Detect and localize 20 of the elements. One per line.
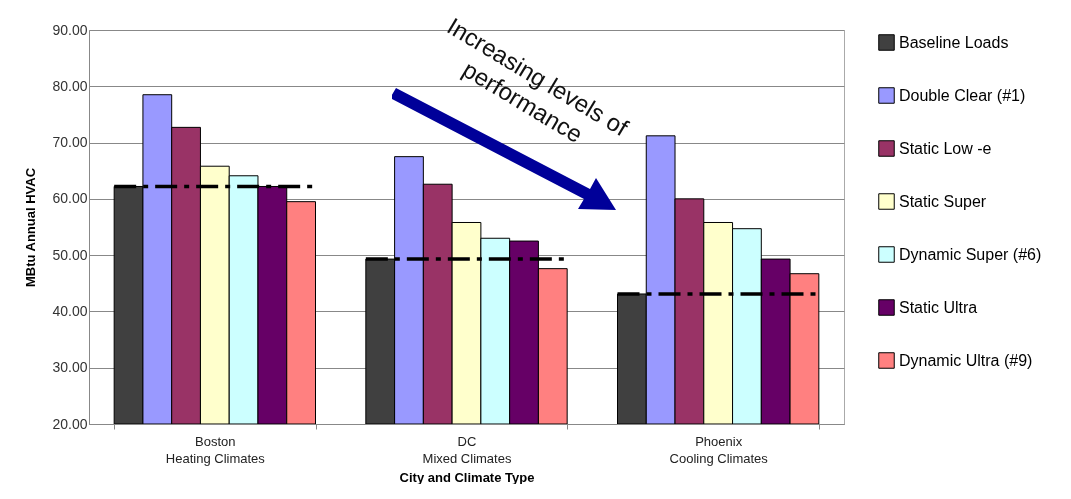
- y-tick-label: 50.00: [52, 246, 88, 263]
- y-tick-label: 90.00: [52, 21, 88, 38]
- legend-label: Dynamic Ultra (#9): [899, 351, 1033, 369]
- legend-label: Dynamic Super (#6): [899, 245, 1042, 263]
- x-tick-label: Boston Heating Climates: [165, 433, 266, 466]
- y-axis-title: MBtu Annual HVAC: [23, 167, 39, 288]
- legend-label: Static Ultra: [899, 298, 978, 316]
- legend-label: Double Clear (#1): [899, 86, 1026, 104]
- y-tick-label: 80.00: [52, 77, 88, 94]
- y-tick-label: 40.00: [52, 302, 88, 319]
- x-tick-label: DC Mixed Climates: [422, 433, 512, 466]
- x-axis-title: City and Climate Type: [399, 469, 535, 485]
- x-tick-label: Phoenix Cooling Climates: [669, 433, 769, 466]
- legend-label: Static Low -e: [899, 139, 992, 157]
- legend-label: Baseline Loads: [899, 33, 1009, 51]
- y-tick-label: 30.00: [52, 359, 88, 376]
- legend-label: Static Super: [899, 192, 987, 210]
- y-tick-label: 70.00: [52, 134, 88, 151]
- y-tick-label: 60.00: [52, 190, 88, 207]
- y-tick-label: 20.00: [52, 415, 88, 432]
